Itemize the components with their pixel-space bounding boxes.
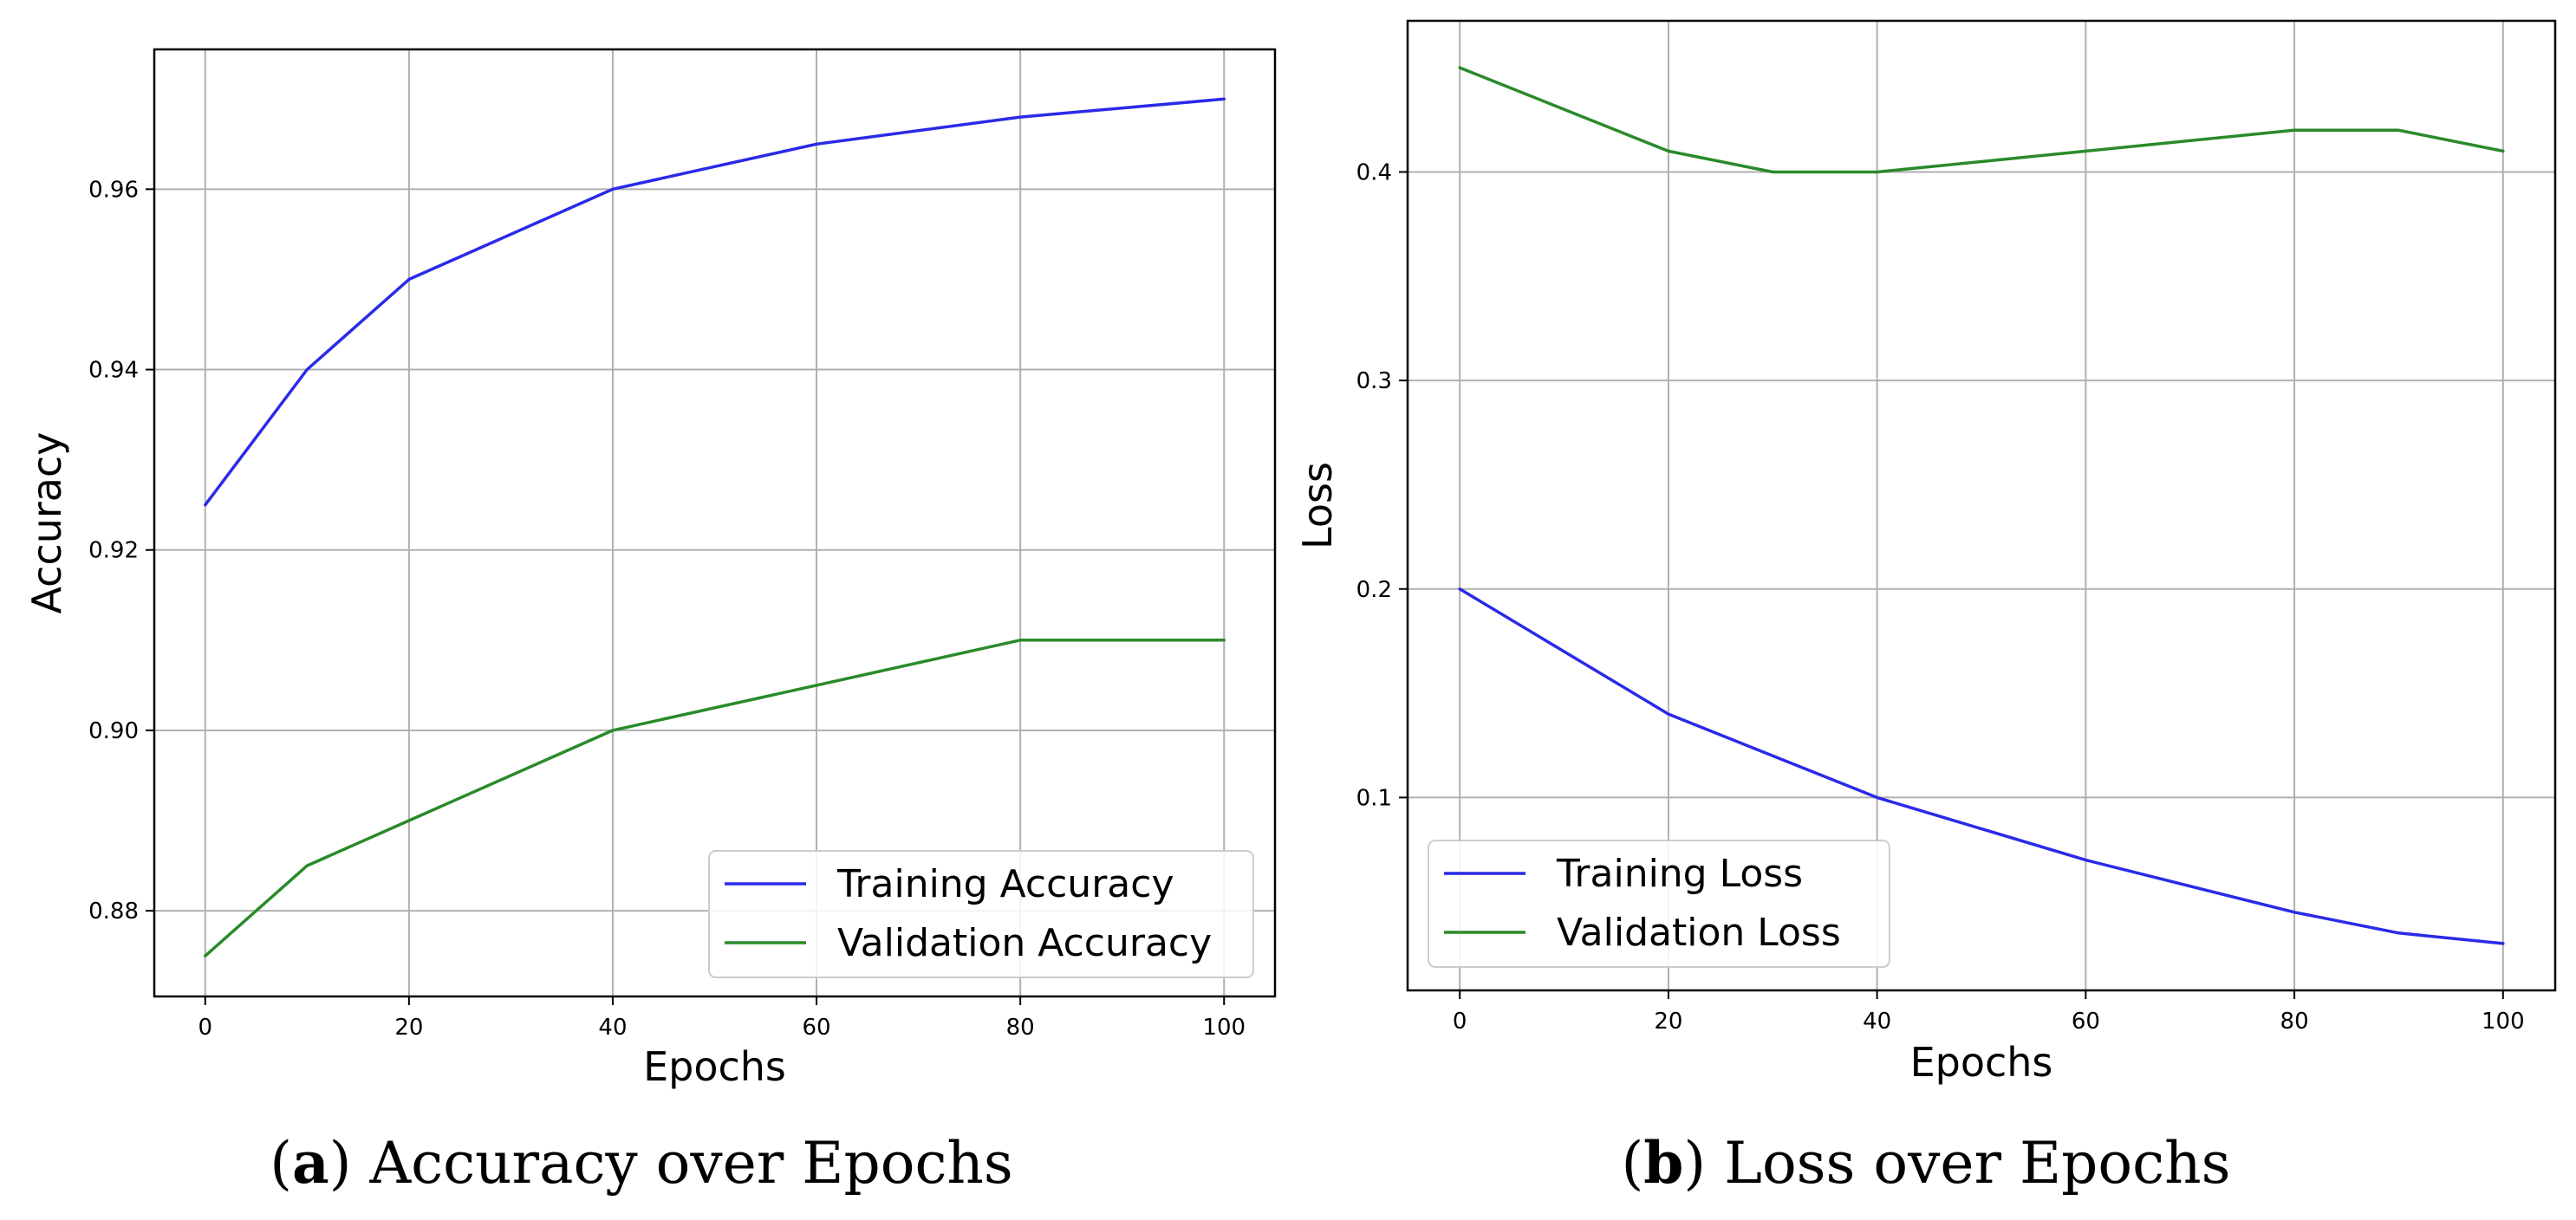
series-line-validation-loss [1458, 66, 2505, 174]
loss-y-tick-label: 0.4 [1356, 159, 1392, 185]
accuracy-caption-text: Accuracy over Epochs [368, 1130, 1012, 1197]
legend-label-validation-loss: Validation Loss [1557, 911, 1841, 955]
series-line-validation-accuracy [204, 639, 1226, 957]
loss-x-tick-label: 80 [2280, 1009, 2309, 1035]
legend-label-training-loss: Training Loss [1556, 852, 1803, 896]
accuracy-caption: (a) Accuracy over Epochs [270, 1129, 1013, 1197]
loss-x-tick-label: 0 [1453, 1009, 1467, 1035]
legend-label-training-accuracy: Training Accuracy [836, 862, 1174, 906]
accuracy-y-tick-label: 0.88 [88, 899, 139, 925]
loss-legend: Training Loss Validation Loss [1428, 840, 1890, 968]
loss-caption-letter: b [1643, 1129, 1683, 1197]
loss-y-tick-label: 0.1 [1356, 785, 1392, 811]
loss-plot-frame [1406, 19, 2557, 992]
accuracy-chart: 0 20 40 60 80 100 0.88 0.90 0.92 0.94 0.96 Epochs… [23, 48, 1277, 1197]
accuracy-x-ticks: 0 20 40 60 80 100 [198, 996, 1246, 1041]
accuracy-series [204, 97, 1226, 957]
loss-caption: (b) Loss over Epochs [1621, 1129, 2230, 1197]
accuracy-y-tick-label: 0.90 [88, 718, 139, 744]
loss-x-ticks: 0 20 40 60 80 100 [1453, 990, 2525, 1035]
accuracy-x-tick-label: 0 [198, 1015, 212, 1041]
accuracy-legend-box [708, 850, 1254, 978]
loss-y-tick-label: 0.3 [1356, 368, 1392, 394]
loss-y-axis-label: Loss [1294, 462, 1341, 549]
loss-chart: 0 20 40 60 80 100 0.1 0.2 0.3 0.4 Epochs Loss Tr… [1294, 19, 2557, 1197]
accuracy-caption-letter: a [292, 1129, 329, 1197]
accuracy-x-tick-label: 80 [1006, 1015, 1035, 1041]
accuracy-x-axis-label: Epochs [643, 1043, 786, 1090]
loss-x-tick-label: 100 [2482, 1009, 2525, 1035]
accuracy-x-tick-label: 20 [394, 1015, 423, 1041]
accuracy-plot-frame [153, 48, 1277, 998]
accuracy-x-tick-label: 60 [802, 1015, 830, 1041]
accuracy-y-ticks: 0.88 0.90 0.92 0.94 0.96 [88, 177, 154, 925]
loss-grid [1408, 21, 2555, 990]
accuracy-y-tick-label: 0.92 [88, 538, 139, 564]
loss-series [1458, 66, 2505, 945]
accuracy-y-tick-label: 0.96 [88, 177, 139, 203]
loss-y-tick-label: 0.2 [1356, 577, 1392, 603]
series-line-training-loss [1458, 587, 2505, 945]
legend-label-validation-accuracy: Validation Accuracy [837, 921, 1212, 965]
loss-x-tick-label: 60 [2072, 1009, 2100, 1035]
accuracy-legend: Training Accuracy Validation Accuracy [708, 850, 1254, 978]
loss-caption-text: Loss over Epochs [1724, 1130, 2230, 1197]
accuracy-x-tick-label: 40 [598, 1015, 627, 1041]
loss-y-ticks: 0.1 0.2 0.3 0.4 [1356, 159, 1408, 811]
loss-x-tick-label: 40 [1863, 1009, 1891, 1035]
accuracy-grid [154, 49, 1275, 996]
accuracy-y-axis-label: Accuracy [23, 432, 70, 613]
series-line-training-accuracy [204, 97, 1226, 507]
accuracy-y-tick-label: 0.94 [88, 358, 139, 384]
accuracy-x-tick-label: 100 [1202, 1015, 1246, 1041]
loss-x-axis-label: Epochs [1910, 1039, 2053, 1086]
loss-legend-box [1428, 840, 1890, 968]
loss-x-tick-label: 20 [1654, 1009, 1682, 1035]
